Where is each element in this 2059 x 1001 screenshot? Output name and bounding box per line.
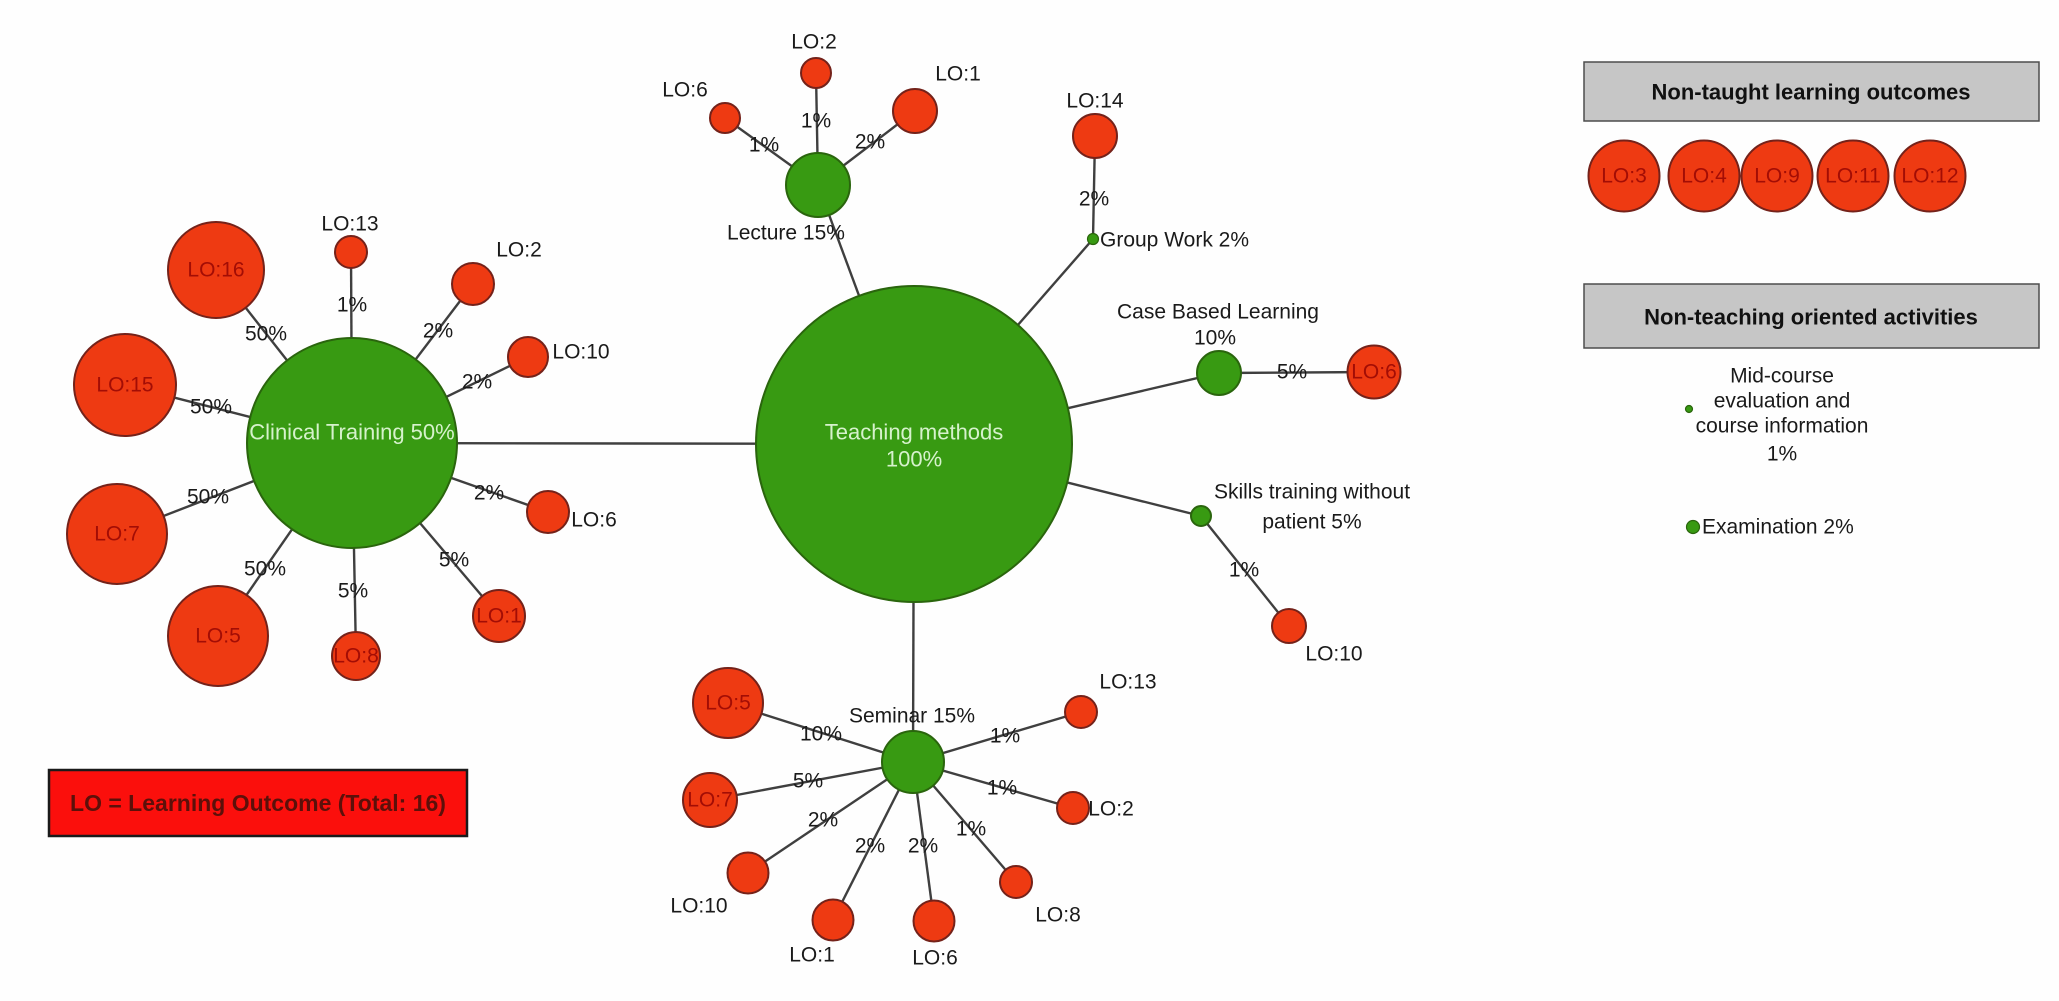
svg-text:LO:8: LO:8 [333, 645, 379, 668]
svg-text:LO:7: LO:7 [94, 523, 140, 546]
svg-text:10%: 10% [1194, 327, 1236, 350]
svg-text:Non-teaching oriented activiti: Non-teaching oriented activities [1644, 305, 1978, 330]
svg-text:LO:1: LO:1 [476, 605, 522, 628]
svg-text:50%: 50% [190, 396, 232, 419]
svg-text:1%: 1% [987, 777, 1017, 800]
svg-text:Clinical Training 50%: Clinical Training 50% [249, 420, 454, 445]
svg-text:Skills training without: Skills training without [1214, 481, 1410, 504]
svg-text:Examination 2%: Examination 2% [1702, 516, 1854, 539]
svg-text:LO:6: LO:6 [1351, 361, 1397, 384]
svg-text:LO:12: LO:12 [1901, 165, 1958, 188]
svg-text:2%: 2% [423, 320, 453, 343]
svg-text:LO:15: LO:15 [96, 374, 153, 397]
svg-text:LO:1: LO:1 [935, 63, 981, 86]
svg-text:2%: 2% [1079, 188, 1109, 211]
svg-text:50%: 50% [245, 323, 287, 346]
svg-text:1%: 1% [801, 110, 831, 133]
svg-text:Non-taught learning outcomes: Non-taught learning outcomes [1652, 80, 1971, 105]
svg-text:2%: 2% [474, 482, 504, 505]
svg-text:LO:2: LO:2 [496, 239, 542, 262]
svg-text:LO:2: LO:2 [791, 31, 837, 54]
svg-text:Group Work 2%: Group Work 2% [1100, 229, 1249, 252]
svg-text:Seminar 15%: Seminar 15% [849, 705, 975, 728]
svg-text:LO:5: LO:5 [705, 692, 751, 715]
svg-text:LO:13: LO:13 [1099, 671, 1156, 694]
svg-text:2%: 2% [855, 131, 885, 154]
svg-text:LO:6: LO:6 [662, 79, 708, 102]
svg-text:LO:10: LO:10 [1305, 643, 1362, 666]
svg-text:2%: 2% [462, 371, 492, 394]
svg-text:100%: 100% [886, 447, 942, 472]
svg-text:5%: 5% [439, 549, 469, 572]
svg-text:course information: course information [1696, 415, 1869, 438]
svg-text:patient 5%: patient 5% [1262, 511, 1361, 534]
svg-text:5%: 5% [1277, 361, 1307, 384]
svg-text:1%: 1% [990, 725, 1020, 748]
svg-text:LO:2: LO:2 [1088, 798, 1134, 821]
svg-text:50%: 50% [187, 486, 229, 509]
svg-text:LO:9: LO:9 [1754, 165, 1800, 188]
svg-text:LO:5: LO:5 [195, 625, 241, 648]
svg-text:2%: 2% [908, 835, 938, 858]
svg-text:LO:16: LO:16 [187, 259, 244, 282]
svg-text:Lecture 15%: Lecture 15% [727, 222, 845, 245]
svg-text:10%: 10% [800, 723, 842, 746]
svg-text:1%: 1% [956, 818, 986, 841]
svg-text:LO:10: LO:10 [552, 341, 609, 364]
svg-text:1%: 1% [1767, 443, 1797, 466]
svg-text:LO:3: LO:3 [1601, 165, 1647, 188]
svg-text:Case Based Learning: Case Based Learning [1117, 301, 1319, 324]
svg-text:LO:6: LO:6 [912, 947, 958, 970]
svg-text:5%: 5% [338, 580, 368, 603]
svg-text:2%: 2% [855, 835, 885, 858]
svg-text:50%: 50% [244, 558, 286, 581]
svg-text:evaluation and: evaluation and [1714, 390, 1851, 413]
svg-text:LO:11: LO:11 [1825, 165, 1881, 188]
svg-text:5%: 5% [793, 770, 823, 793]
svg-text:LO:7: LO:7 [687, 789, 733, 812]
svg-text:Mid-course: Mid-course [1730, 365, 1834, 388]
svg-text:LO:13: LO:13 [321, 213, 378, 236]
svg-text:LO:8: LO:8 [1035, 904, 1081, 927]
svg-text:1%: 1% [749, 134, 779, 157]
svg-text:LO:14: LO:14 [1066, 90, 1124, 113]
svg-text:LO:10: LO:10 [670, 895, 727, 918]
svg-text:LO:6: LO:6 [571, 509, 617, 532]
svg-text:1%: 1% [1229, 559, 1259, 582]
svg-text:LO:1: LO:1 [789, 944, 835, 967]
svg-text:LO:4: LO:4 [1681, 165, 1727, 188]
svg-text:2%: 2% [808, 809, 838, 832]
svg-text:1%: 1% [337, 294, 367, 317]
svg-text:Teaching methods: Teaching methods [825, 420, 1004, 445]
svg-text:LO = Learning Outcome (Total:: LO = Learning Outcome (Total: 16) [70, 790, 446, 816]
